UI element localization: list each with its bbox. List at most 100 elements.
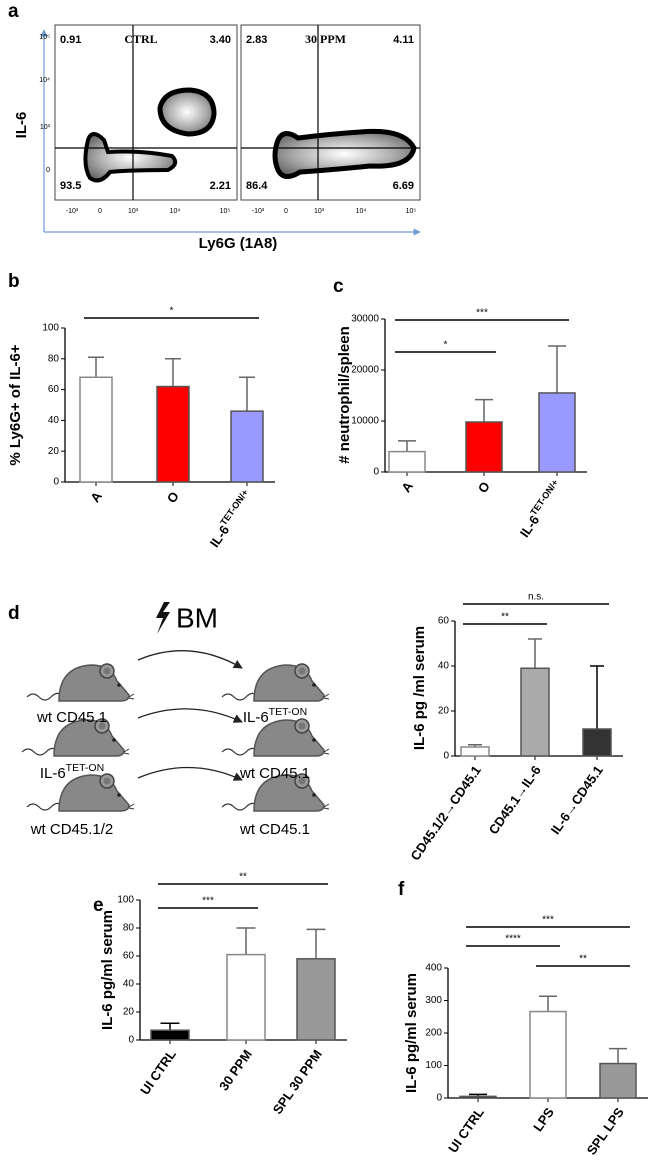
recipient-label-base: IL-6	[243, 709, 269, 726]
y-tick-label: 40	[123, 979, 135, 990]
error-bar	[475, 398, 493, 423]
x-tick-label: -10³	[252, 208, 265, 215]
quadrant-value: 93.5	[60, 180, 81, 192]
error-bar	[306, 928, 326, 959]
panel-label: e	[93, 895, 104, 916]
x-tick-label: SPL 30 PPM	[270, 1047, 325, 1117]
x-tick-label-base: IL-6	[207, 523, 233, 551]
significance-label: *	[170, 306, 174, 317]
x-tick-label-base: IL-6	[517, 513, 543, 541]
x-tick-label-base: O	[475, 479, 493, 496]
recipient-label-base: wt CD45.1	[239, 821, 310, 838]
y-tick-label: 10000	[351, 416, 379, 427]
y-tick-label: 100	[42, 323, 59, 334]
x-tick-label: IL-6→CD45.1	[548, 763, 606, 837]
flow-plots	[40, 24, 421, 236]
y-tick-label: 80	[123, 923, 135, 934]
error-bar	[160, 1022, 180, 1031]
recipient-label: wt CD45.1	[239, 765, 310, 782]
x-tick-label-base: CD45.1/2→CD45.1	[408, 763, 485, 863]
recipient-label: wt CD45.1	[239, 821, 310, 838]
y-tick-label: 40	[438, 661, 450, 672]
y-tick-label: 30000	[351, 314, 379, 325]
x-axis-label: Ly6G (1A8)	[199, 235, 278, 252]
y-axis-label: IL-6	[13, 112, 30, 139]
significance-label: ****	[505, 934, 521, 945]
x-tick-label-base: SPL 30 PPM	[270, 1047, 325, 1117]
x-tick-label: UI CTRL	[446, 1105, 488, 1156]
x-tick-label-sup: TET-ON/+	[529, 478, 561, 517]
x-tick-label-base: A	[88, 489, 106, 506]
significance-label: **	[579, 954, 587, 965]
donor-label-sup: TET-ON	[66, 762, 105, 774]
y-tick-label: 20	[123, 1007, 135, 1018]
error-bar	[609, 1047, 627, 1064]
x-tick-label: 10⁴	[356, 208, 367, 215]
quadrant-value: 0.91	[60, 34, 81, 46]
panel-label: c	[333, 276, 344, 297]
donor-label: wt CD45.1/2	[30, 821, 114, 838]
x-tick-label-base: 30 PPM	[216, 1047, 255, 1093]
quadrant-value: 2.21	[210, 180, 231, 192]
y-tick-label: 100	[425, 1060, 442, 1071]
y-tick-label: 0	[53, 477, 59, 488]
significance-label: n.s.	[528, 592, 544, 603]
quadrant-value: 3.40	[210, 34, 231, 46]
x-tick-label: -10³	[66, 208, 79, 215]
x-tick-label: SPL LPS	[584, 1105, 627, 1158]
x-tick-label-base: IL-6→CD45.1	[548, 763, 606, 837]
donor-label: IL-6TET-ON	[40, 762, 104, 782]
x-tick-label: O	[164, 489, 182, 506]
error-bar	[590, 665, 604, 729]
y-tick-label: 0	[436, 1093, 442, 1104]
y-tick-label: 20	[438, 706, 450, 717]
y-axis-label: IL-6 pg/ml serum	[99, 910, 116, 1030]
y-tick-label: 10⁵	[39, 34, 50, 41]
y-tick-label: 60	[48, 384, 60, 395]
y-tick-label: 400	[425, 963, 442, 974]
x-tick-label-base: LPS	[530, 1105, 557, 1135]
recipient-label: IL-6TET-ON	[243, 706, 307, 726]
y-tick-label: 0	[443, 751, 449, 762]
x-tick-label: 30 PPM	[216, 1047, 255, 1093]
y-tick-label: 20	[48, 446, 60, 457]
donor-label-base: wt CD45.1/2	[30, 821, 114, 838]
error-bar	[236, 927, 256, 955]
x-tick-label-sup: TET-ON/+	[219, 488, 251, 527]
x-tick-label: LPS	[530, 1105, 557, 1135]
y-tick-label: 200	[425, 1028, 442, 1039]
panel-label: f	[398, 879, 405, 900]
x-tick-label: CD45.1→IL-6	[486, 763, 544, 837]
donor-label-base: IL-6	[40, 765, 66, 782]
significance-label: **	[239, 872, 247, 883]
plot-title: 30 PPM	[305, 32, 346, 46]
y-axis-label: IL-6 pg/ml serum	[403, 973, 420, 1093]
y-tick-label: 0	[46, 167, 50, 174]
y-tick-label: 10⁴	[39, 77, 50, 84]
significance-label: ***	[202, 896, 214, 907]
quadrant-value: 2.83	[246, 34, 267, 46]
error-bar	[398, 440, 416, 452]
bar	[156, 385, 190, 483]
panel-label: b	[8, 271, 20, 292]
bar	[582, 728, 612, 757]
x-tick-label: O	[475, 479, 493, 496]
error-bar	[88, 356, 104, 378]
donor-label: wt CD45.1	[36, 709, 107, 726]
recipient-label-base: wt CD45.1	[239, 765, 310, 782]
x-tick-label-base: UI CTRL	[138, 1047, 180, 1098]
quadrant-value: 6.69	[393, 180, 414, 192]
y-tick-label: 100	[117, 895, 134, 906]
bar	[296, 958, 336, 1041]
plot-title: CTRL	[124, 32, 157, 46]
bar	[388, 450, 426, 473]
significance-label: **	[501, 612, 509, 623]
x-tick-label: A	[399, 479, 417, 496]
quadrant-value: 86.4	[246, 180, 268, 192]
y-axis-label: IL-6 pg /ml serum	[411, 626, 428, 750]
y-tick-label: 300	[425, 995, 442, 1006]
bar	[538, 392, 576, 473]
y-axis-label: # neutrophil/spleen	[336, 326, 353, 464]
bar	[520, 667, 550, 757]
